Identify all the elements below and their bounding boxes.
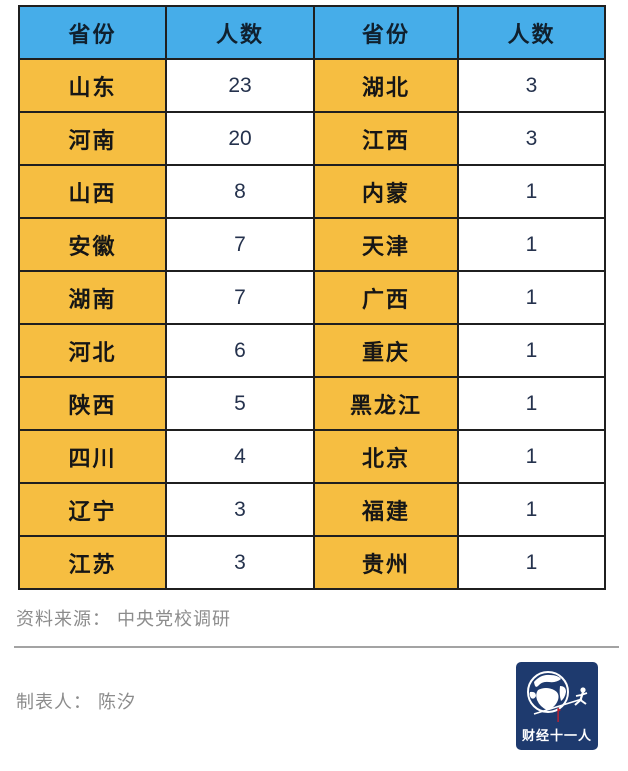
table-body: 山东 23 湖北 3 河南 20 江西 3 山西 8 内蒙 1 安徽 7 天津 1 湖南 7 广西 1 河北 6 重庆 1 陕西… bbox=[18, 58, 606, 590]
province-cell: 安徽 bbox=[18, 217, 167, 272]
count-cell: 1 bbox=[457, 482, 606, 537]
count-cell: 3 bbox=[457, 111, 606, 166]
count-cell: 1 bbox=[457, 217, 606, 272]
province-cell: 四川 bbox=[18, 429, 167, 484]
province-cell: 内蒙 bbox=[313, 164, 459, 219]
province-cell: 山西 bbox=[18, 164, 167, 219]
table-row: 山东 23 湖北 3 bbox=[18, 58, 606, 113]
source-text: 资料来源： 中央党校调研 bbox=[16, 609, 231, 629]
count-cell: 5 bbox=[165, 376, 315, 431]
table-row: 江苏 3 贵州 1 bbox=[18, 535, 606, 590]
count-cell: 3 bbox=[165, 482, 315, 537]
page: 省份 人数 省份 人数 山东 23 湖北 3 河南 20 江西 3 山西 8 内蒙 1 安徽 7 天津 1 湖南… bbox=[0, 5, 628, 771]
count-cell: 20 bbox=[165, 111, 315, 166]
globe-icon bbox=[527, 671, 569, 713]
table-row: 湖南 7 广西 1 bbox=[18, 270, 606, 325]
count-cell: 1 bbox=[457, 376, 606, 431]
province-cell: 河南 bbox=[18, 111, 167, 166]
table-row: 河北 6 重庆 1 bbox=[18, 323, 606, 378]
table-row: 辽宁 3 福建 1 bbox=[18, 482, 606, 537]
count-cell: 4 bbox=[165, 429, 315, 484]
province-cell: 辽宁 bbox=[18, 482, 167, 537]
province-cell: 黑龙江 bbox=[313, 376, 459, 431]
count-cell: 1 bbox=[457, 164, 606, 219]
count-cell: 1 bbox=[457, 429, 606, 484]
table-header: 省份 人数 省份 人数 bbox=[18, 5, 606, 60]
province-cell: 江西 bbox=[313, 111, 459, 166]
footer-row: 制表人： 陈汐 bbox=[16, 662, 598, 750]
table-row: 陕西 5 黑龙江 1 bbox=[18, 376, 606, 431]
count-cell: 1 bbox=[457, 535, 606, 590]
count-cell: 6 bbox=[165, 323, 315, 378]
province-cell: 湖南 bbox=[18, 270, 167, 325]
table-row: 山西 8 内蒙 1 bbox=[18, 164, 606, 219]
divider-line bbox=[14, 646, 619, 648]
province-count-table: 省份 人数 省份 人数 山东 23 湖北 3 河南 20 江西 3 山西 8 内蒙 1 安徽 7 天津 1 湖南… bbox=[18, 5, 606, 590]
logo-artwork bbox=[527, 671, 588, 722]
logo-text: 财经十一人 bbox=[521, 728, 592, 743]
count-cell: 23 bbox=[165, 58, 315, 113]
count-cell: 3 bbox=[165, 535, 315, 590]
province-cell: 北京 bbox=[313, 429, 459, 484]
province-cell: 天津 bbox=[313, 217, 459, 272]
header-cell-province-1: 省份 bbox=[18, 5, 167, 60]
header-cell-count-1: 人数 bbox=[165, 5, 315, 60]
header-cell-count-2: 人数 bbox=[457, 5, 606, 60]
table-row: 四川 4 北京 1 bbox=[18, 429, 606, 484]
count-cell: 1 bbox=[457, 270, 606, 325]
red-flag-icon bbox=[557, 708, 561, 722]
table-row: 河南 20 江西 3 bbox=[18, 111, 606, 166]
province-cell: 湖北 bbox=[313, 58, 459, 113]
count-cell: 8 bbox=[165, 164, 315, 219]
count-cell: 3 bbox=[457, 58, 606, 113]
publisher-logo: 财经十一人 bbox=[516, 662, 598, 750]
province-cell: 福建 bbox=[313, 482, 459, 537]
table-row: 安徽 7 天津 1 bbox=[18, 217, 606, 272]
province-cell: 贵州 bbox=[313, 535, 459, 590]
province-cell: 河北 bbox=[18, 323, 167, 378]
header-cell-province-2: 省份 bbox=[313, 5, 459, 60]
count-cell: 1 bbox=[457, 323, 606, 378]
province-cell: 江苏 bbox=[18, 535, 167, 590]
spear-line bbox=[533, 698, 583, 715]
runner-icon bbox=[574, 687, 588, 706]
count-cell: 7 bbox=[165, 217, 315, 272]
header-row: 省份 人数 省份 人数 bbox=[18, 5, 606, 60]
province-cell: 广西 bbox=[313, 270, 459, 325]
province-cell: 重庆 bbox=[313, 323, 459, 378]
province-cell: 山东 bbox=[18, 58, 167, 113]
author-text: 制表人： 陈汐 bbox=[16, 692, 137, 712]
count-cell: 7 bbox=[165, 270, 315, 325]
province-cell: 陕西 bbox=[18, 376, 167, 431]
